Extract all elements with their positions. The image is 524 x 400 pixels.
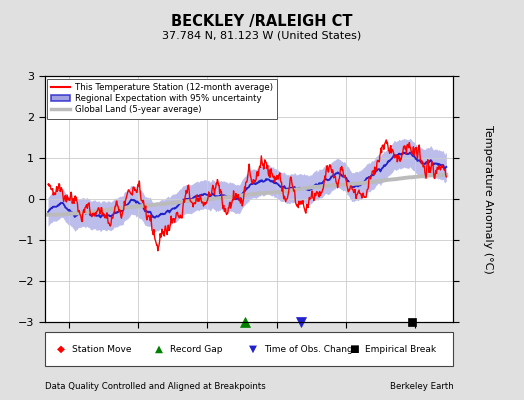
Text: 37.784 N, 81.123 W (United States): 37.784 N, 81.123 W (United States)	[162, 30, 362, 40]
Text: Berkeley Earth: Berkeley Earth	[389, 382, 453, 391]
Text: Data Quality Controlled and Aligned at Breakpoints: Data Quality Controlled and Aligned at B…	[45, 382, 265, 391]
Text: Time of Obs. Change: Time of Obs. Change	[265, 344, 359, 354]
Text: ▼: ▼	[249, 344, 257, 354]
Text: BECKLEY /RALEIGH CT: BECKLEY /RALEIGH CT	[171, 14, 353, 29]
Text: ◆: ◆	[57, 344, 65, 354]
FancyBboxPatch shape	[45, 332, 453, 366]
Text: Empirical Break: Empirical Break	[365, 344, 435, 354]
Text: ▲: ▲	[155, 344, 163, 354]
Legend: This Temperature Station (12-month average), Regional Expectation with 95% uncer: This Temperature Station (12-month avera…	[47, 78, 277, 118]
Text: ■: ■	[349, 344, 359, 354]
Text: Station Move: Station Move	[72, 344, 132, 354]
Text: Record Gap: Record Gap	[170, 344, 223, 354]
Y-axis label: Temperature Anomaly (°C): Temperature Anomaly (°C)	[483, 125, 493, 273]
